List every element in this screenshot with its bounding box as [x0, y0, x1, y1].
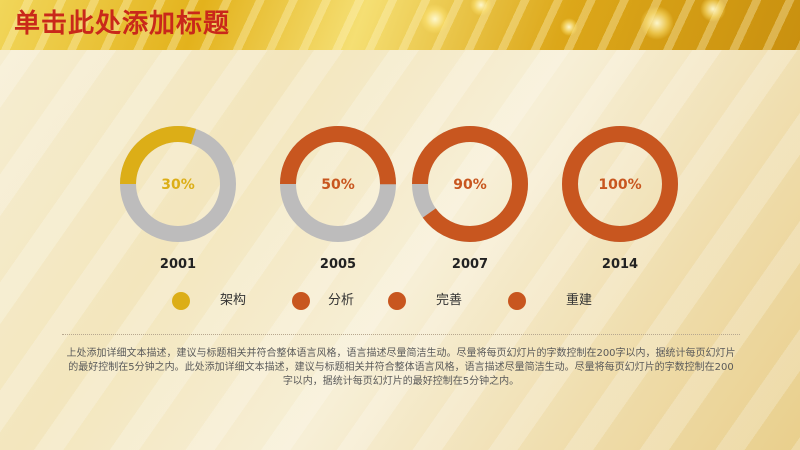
legend-label: 架构	[220, 293, 247, 308]
legend-label: 完善	[436, 293, 463, 308]
donut-year-label: 2007	[452, 257, 488, 272]
donut-percent-label: 90%	[453, 177, 487, 193]
legend-swatch	[388, 292, 406, 310]
donut-value-arc-2005	[280, 126, 396, 242]
donut-value-arc-2007	[412, 126, 528, 242]
description-text[interactable]: 上处添加详细文本描述，建议与标题相关并符合整体语言风格，语言描述尽量简洁生动。尽…	[66, 348, 736, 387]
donut-year-label: 2005	[320, 257, 356, 272]
donut-value-arc-2014	[562, 126, 678, 242]
donut-percent-label: 30%	[161, 177, 195, 193]
legend-swatch	[292, 292, 310, 310]
header-banner: 单击此处添加标题	[0, 0, 800, 50]
donut-percent-label: 100%	[598, 177, 641, 193]
sparkle-decoration	[470, 0, 492, 16]
donut-percent-label: 50%	[321, 177, 355, 193]
legend-swatch	[508, 292, 526, 310]
divider-line	[62, 334, 740, 335]
sparkle-decoration	[700, 0, 726, 22]
legend-label: 分析	[328, 293, 355, 308]
slide-title[interactable]: 单击此处添加标题	[14, 9, 231, 39]
legend-label: 重建	[566, 293, 593, 308]
donut-year-label: 2001	[160, 257, 196, 272]
legend-swatch	[172, 292, 190, 310]
sparkle-decoration	[640, 6, 674, 40]
donut-year-label: 2014	[602, 257, 638, 272]
donut-value-arc-2001	[120, 126, 236, 242]
sparkle-decoration	[560, 18, 578, 36]
sparkle-decoration	[420, 4, 450, 34]
